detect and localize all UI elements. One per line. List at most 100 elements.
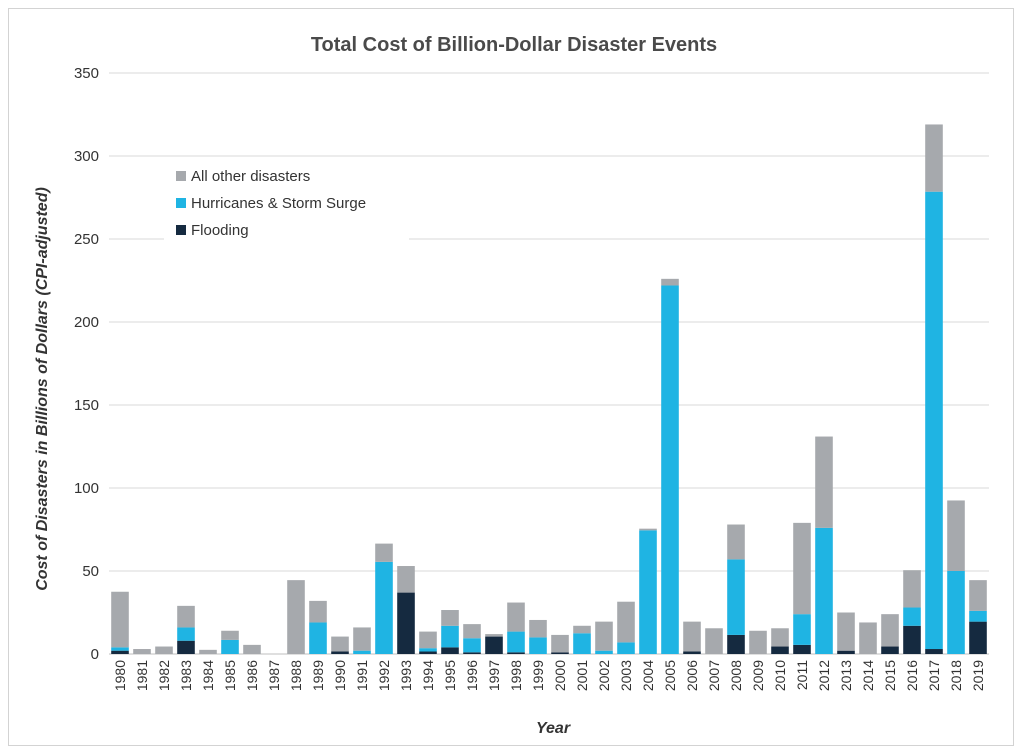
legend: All other disasters Hurricanes & Storm S… — [164, 159, 409, 243]
bar-1998-hurricanes-storm-surge — [507, 631, 525, 653]
y-tick-label: 250 — [74, 231, 99, 248]
x-tick-label-1996: 1996 — [464, 660, 480, 691]
bar-1991-hurricanes-storm-surge — [353, 650, 371, 654]
chart-title: Total Cost of Billion-Dollar Disaster Ev… — [311, 34, 717, 56]
bar-1983-all-other-disasters — [177, 605, 195, 628]
legend-swatch-other — [176, 171, 186, 181]
bar-1994-hurricanes-storm-surge — [419, 648, 437, 652]
x-tick-label-1988: 1988 — [288, 660, 304, 691]
bar-2016-hurricanes-storm-surge — [903, 607, 921, 626]
y-tick-label: 50 — [82, 563, 99, 580]
x-tick-label-1993: 1993 — [398, 660, 414, 691]
bar-1995-flooding — [441, 647, 459, 654]
x-tick-label-1998: 1998 — [508, 660, 524, 691]
x-tick-label-2013: 2013 — [838, 660, 854, 691]
bar-2002-all-other-disasters — [595, 621, 613, 651]
bar-2010-all-other-disasters — [771, 628, 789, 647]
x-tick-label-2009: 2009 — [750, 660, 766, 691]
stacked-bar-chart: Total Cost of Billion-Dollar Disaster Ev… — [34, 34, 989, 737]
bar-1985-all-other-disasters — [221, 630, 239, 640]
x-tick-label-2002: 2002 — [596, 660, 612, 691]
bar-1993-flooding — [397, 592, 415, 654]
x-tick-label-2019: 2019 — [970, 660, 986, 691]
bar-2011-flooding — [793, 644, 811, 654]
bar-2008-all-other-disasters — [727, 524, 745, 560]
bar-1986-all-other-disasters — [243, 644, 261, 654]
bar-1980-flooding — [111, 650, 129, 654]
bars — [111, 124, 987, 654]
x-tick-label-1994: 1994 — [420, 660, 436, 691]
bar-1998-all-other-disasters — [507, 602, 525, 632]
bar-2018-all-other-disasters — [947, 500, 965, 571]
x-tick-label-1981: 1981 — [134, 660, 150, 691]
bar-1997-all-other-disasters — [485, 634, 503, 637]
bar-2008-flooding — [727, 634, 745, 654]
bar-2012-all-other-disasters — [815, 436, 833, 528]
bar-2015-flooding — [881, 646, 899, 654]
x-tick-label-2006: 2006 — [684, 660, 700, 691]
x-tick-label-1997: 1997 — [486, 660, 502, 691]
bar-1981-all-other-disasters — [133, 649, 151, 654]
bar-2019-hurricanes-storm-surge — [969, 610, 987, 622]
bar-2013-all-other-disasters — [837, 612, 855, 651]
bar-2011-hurricanes-storm-surge — [793, 614, 811, 645]
x-tick-label-2008: 2008 — [728, 660, 744, 691]
bar-1989-hurricanes-storm-surge — [309, 622, 327, 654]
x-tick-label-2001: 2001 — [574, 660, 590, 691]
y-tick-label: 300 — [74, 148, 99, 165]
bar-1996-flooding — [463, 652, 481, 654]
bar-2019-all-other-disasters — [969, 580, 987, 611]
bar-1999-hurricanes-storm-surge — [529, 637, 547, 654]
legend-label-flooding: Flooding — [191, 222, 249, 239]
bar-1995-all-other-disasters — [441, 610, 459, 626]
x-tick-label-1987: 1987 — [266, 660, 282, 691]
x-tick-label-2017: 2017 — [926, 660, 942, 691]
bar-1992-hurricanes-storm-surge — [375, 561, 393, 654]
x-tick-label-1991: 1991 — [354, 660, 370, 691]
x-tick-label-2014: 2014 — [860, 660, 876, 691]
bar-2018-hurricanes-storm-surge — [947, 571, 965, 654]
bar-2009-all-other-disasters — [749, 630, 767, 654]
bar-2019-flooding — [969, 621, 987, 654]
bar-2017-flooding — [925, 649, 943, 654]
bar-1996-hurricanes-storm-surge — [463, 638, 481, 653]
y-axis-ticks: 0 50 100 150 200 250 300 350 — [74, 65, 99, 663]
y-tick-label: 200 — [74, 314, 99, 331]
x-tick-label-1990: 1990 — [332, 660, 348, 691]
bar-1998-flooding — [507, 652, 525, 654]
bar-2008-hurricanes-storm-surge — [727, 559, 745, 635]
bar-1994-all-other-disasters — [419, 631, 437, 649]
bar-1990-all-other-disasters — [331, 636, 349, 652]
bar-1983-hurricanes-storm-surge — [177, 627, 195, 641]
bar-1995-hurricanes-storm-surge — [441, 625, 459, 648]
bar-1999-all-other-disasters — [529, 619, 547, 638]
y-tick-label: 100 — [74, 480, 99, 497]
y-tick-label: 350 — [74, 65, 99, 82]
x-tick-label-1995: 1995 — [442, 660, 458, 691]
x-axis-label: Year — [536, 720, 571, 737]
bar-2016-flooding — [903, 625, 921, 654]
bar-1980-all-other-disasters — [111, 591, 129, 648]
x-tick-label-1989: 1989 — [310, 660, 326, 691]
bar-1993-all-other-disasters — [397, 566, 415, 593]
bar-2002-hurricanes-storm-surge — [595, 650, 613, 654]
y-tick-label: 150 — [74, 397, 99, 414]
bar-1997-flooding — [485, 636, 503, 654]
x-tick-label-1980: 1980 — [112, 660, 128, 691]
bar-1996-all-other-disasters — [463, 624, 481, 639]
legend-swatch-hurricanes — [176, 198, 186, 208]
x-tick-label-2005: 2005 — [662, 660, 678, 691]
x-tick-label-2007: 2007 — [706, 660, 722, 691]
x-tick-label-1984: 1984 — [200, 660, 216, 691]
bar-1983-flooding — [177, 640, 195, 654]
x-tick-label-1982: 1982 — [156, 660, 172, 691]
bar-2004-hurricanes-storm-surge — [639, 530, 657, 654]
bar-1990-flooding — [331, 651, 349, 654]
bar-2004-all-other-disasters — [639, 528, 657, 531]
bar-2013-flooding — [837, 650, 855, 654]
x-tick-label-2012: 2012 — [816, 660, 832, 691]
x-tick-label-2000: 2000 — [552, 660, 568, 691]
bar-2017-hurricanes-storm-surge — [925, 191, 943, 650]
bar-2000-all-other-disasters — [551, 634, 569, 653]
bar-1991-all-other-disasters — [353, 627, 371, 651]
